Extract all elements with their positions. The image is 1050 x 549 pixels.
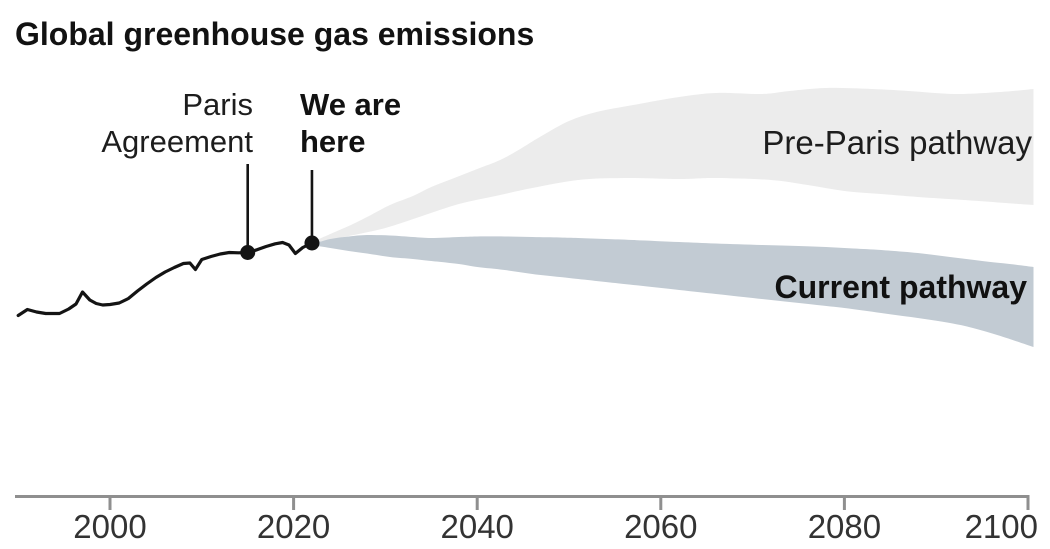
annotation-markers [240,164,320,260]
tick-label-2080: 2080 [808,508,881,545]
paris-agreement-dot [240,245,256,260]
pathway-bands [312,87,1034,347]
chart-title: Global greenhouse gas emissions [15,16,534,52]
paris-agreement-label-line2: Agreement [101,124,253,159]
current-pathway-label: Current pathway [775,269,1028,305]
tick-label-2060: 2060 [624,508,697,545]
we-are-here-label-line2: here [300,124,365,159]
pre-paris-pathway-label: Pre-Paris pathway [762,124,1032,161]
annotation-paris-agreement: Paris Agreement [101,87,253,159]
tick-label-2100: 2100 [965,508,1038,545]
history-line [16,240,314,318]
pre-paris-band [312,87,1034,243]
axis: 2000 2020 2040 2060 2080 2100 [15,495,1038,545]
we-are-here-label-line1: We are [300,87,401,122]
paris-agreement-label-line1: Paris [182,87,253,122]
annotation-we-are-here: We are here [300,87,401,159]
we-are-here-dot [304,235,320,251]
current-band [312,234,1034,347]
axis-ticks: 2000 2020 2040 2060 2080 2100 [73,496,1038,545]
tick-label-2020: 2020 [257,508,330,545]
tick-label-2000: 2000 [73,508,146,545]
tick-label-2040: 2040 [440,508,513,545]
